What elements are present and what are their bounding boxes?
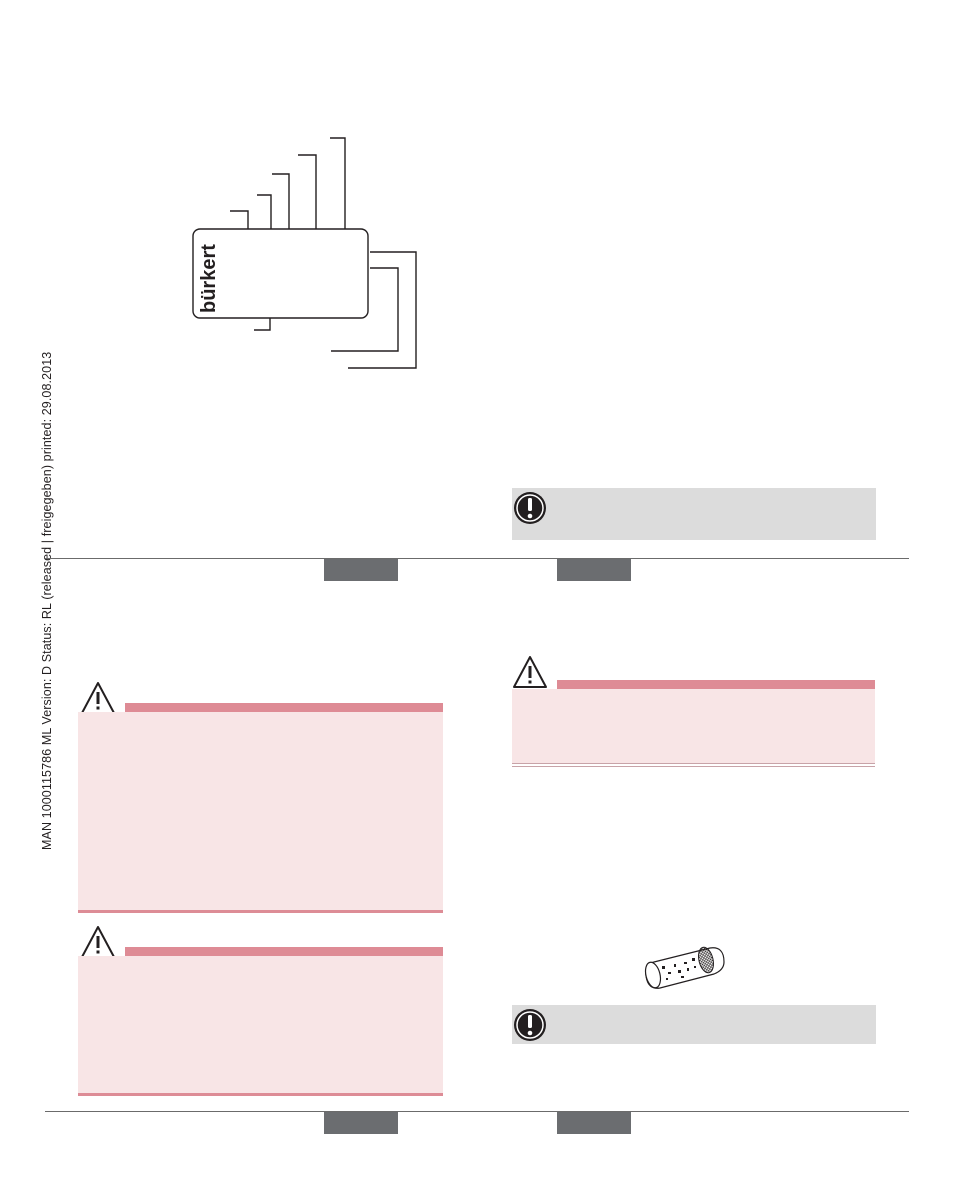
exclamation-circle-icon bbox=[514, 1009, 546, 1041]
warning-box-3 bbox=[512, 689, 875, 764]
page-divider-bottom bbox=[45, 1111, 909, 1112]
page-tab-left-2 bbox=[324, 1112, 398, 1134]
type-label-outline bbox=[192, 228, 369, 319]
note-box-top bbox=[512, 488, 876, 540]
burkert-logo: bürkert bbox=[196, 240, 220, 314]
dirt-filter-icon bbox=[644, 946, 725, 989]
page-tab-right-2 bbox=[557, 1112, 631, 1134]
note-box-bottom bbox=[512, 1005, 876, 1044]
warning-header-bar-2 bbox=[125, 947, 443, 956]
warning-box-1 bbox=[78, 712, 443, 913]
warning-triangle-icon bbox=[81, 926, 115, 958]
warning-box-2 bbox=[78, 956, 443, 1096]
page-tab-left-1 bbox=[324, 559, 398, 581]
warning-triangle-icon bbox=[81, 682, 115, 714]
page-divider-top bbox=[45, 558, 909, 559]
warning-box-3-underline bbox=[512, 766, 875, 767]
svg-text:bürkert: bürkert bbox=[198, 244, 220, 313]
warning-header-bar-1 bbox=[125, 703, 443, 712]
type-label-diagram bbox=[192, 137, 417, 369]
page-tab-right-1 bbox=[557, 559, 631, 581]
warning-header-bar-3 bbox=[557, 680, 875, 689]
warning-triangle-icon bbox=[513, 656, 547, 688]
document-side-print: MAN 1000115786 ML Version: D Status: RL … bbox=[40, 351, 54, 850]
exclamation-circle-icon bbox=[514, 492, 546, 524]
